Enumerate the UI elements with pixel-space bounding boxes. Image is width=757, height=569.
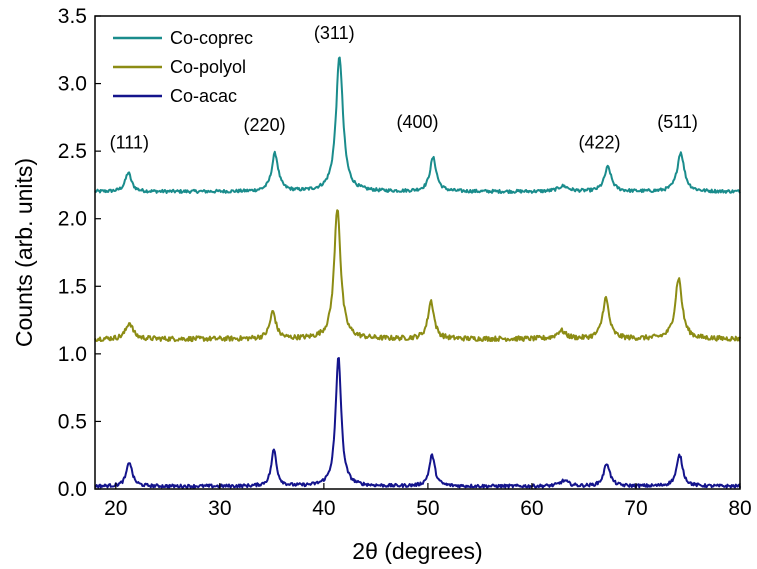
x-tick-label: 60 [520, 497, 543, 520]
y-tick-label: 2.0 [58, 208, 87, 231]
x-tick-label: 40 [312, 497, 335, 520]
x-tick-label: 80 [728, 497, 751, 520]
y-tick-label: 1.0 [58, 343, 87, 366]
peak-label: (400) [396, 112, 438, 132]
ticks-layer: 20 30 40 50 60 70 80 0.0 0.5 1.0 1.5 2.0 2.5 3.0 3.5 [58, 5, 752, 520]
y-axis-title: Counts (arb. units) [11, 158, 37, 347]
legend-label: Co-coprec [170, 28, 253, 48]
x-tick-label: 20 [104, 497, 127, 520]
x-tick-label: 70 [624, 497, 647, 520]
series-line-co-polyol [94, 209, 741, 343]
peak-label: (220) [244, 115, 286, 135]
y-tick-label: 3.5 [58, 5, 87, 28]
series-layer [94, 56, 741, 489]
series-line-co-acac [94, 357, 741, 489]
peak-label: (511) [657, 112, 698, 132]
x-tick-label: 50 [416, 497, 439, 520]
peak-label: (111) [110, 132, 149, 152]
plot-frame [94, 15, 741, 490]
y-tick-label: 3.0 [58, 73, 87, 96]
legend-label: Co-polyol [170, 57, 246, 77]
y-tick-label: 2.5 [58, 140, 87, 163]
x-tick-label: 30 [208, 497, 231, 520]
y-tick-label: 1.5 [58, 275, 87, 298]
series-line-co-coprec [94, 56, 741, 194]
annotation-layer: (111) (220) (311) (400) (422) (511) [110, 23, 698, 152]
y-tick-label: 0.5 [58, 410, 87, 433]
legend: Co-coprec Co-polyol Co-acac [113, 28, 253, 106]
legend-label: Co-acac [170, 86, 237, 106]
y-tick-label: 0.0 [58, 478, 87, 501]
peak-label: (422) [579, 132, 621, 152]
peak-label: (311) [314, 23, 355, 43]
x-axis-title: 2θ (degrees) [352, 538, 482, 564]
